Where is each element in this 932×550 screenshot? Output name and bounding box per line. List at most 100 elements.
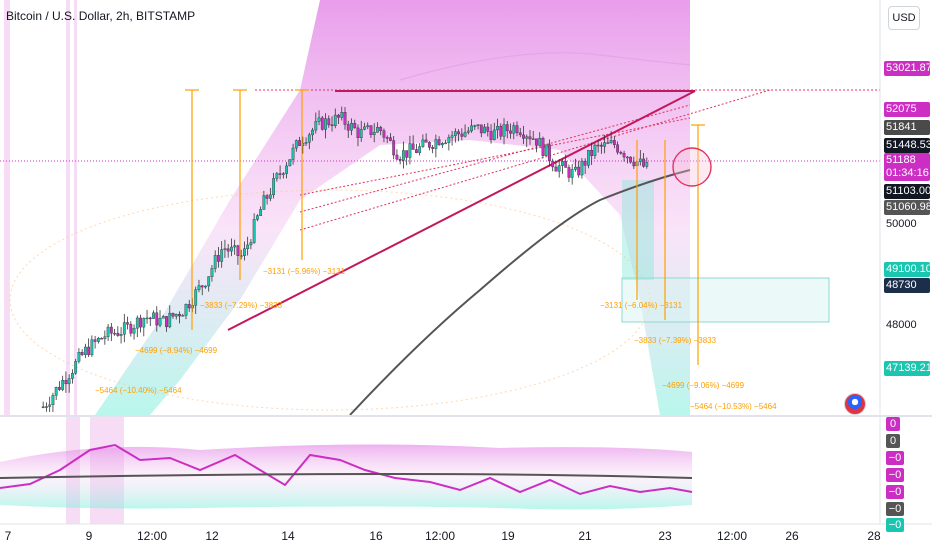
- annotation-label: −3833 (−7.29%) −3833: [200, 301, 283, 310]
- candle-body: [515, 125, 519, 133]
- oscillator-tag: −0: [886, 485, 904, 499]
- candle-body: [45, 406, 48, 408]
- session-stripe: [4, 0, 10, 415]
- annotation-label: −3833 (−7.39%) −3833: [634, 336, 717, 345]
- annotation-label: −5464 (−10.53%) −5464: [690, 402, 777, 411]
- candle-body: [554, 166, 558, 172]
- candle-body: [265, 195, 269, 199]
- candle-body: [499, 125, 503, 137]
- price-tag: 48000: [886, 319, 917, 331]
- candle-body: [638, 158, 642, 162]
- candle-body: [148, 317, 152, 320]
- session-stripe: [66, 0, 70, 415]
- candle-body: [220, 249, 224, 262]
- candle-body: [285, 165, 288, 174]
- candle-body: [41, 406, 45, 409]
- candle-body: [223, 248, 227, 250]
- candle-body: [574, 166, 577, 170]
- oscillator-tag: 0: [886, 434, 900, 448]
- us-flag-icon[interactable]: [844, 393, 866, 415]
- candle-body: [392, 140, 396, 156]
- channel-line: [299, 104, 691, 213]
- candle-body: [398, 159, 402, 161]
- price-tag: 48730: [884, 278, 930, 293]
- candle-body: [135, 317, 139, 329]
- candle-body: [369, 125, 373, 135]
- candle-body: [194, 289, 198, 306]
- candle-body: [346, 124, 350, 131]
- annotation-label: −4699 (−9.06%) −4699: [662, 381, 745, 390]
- candle-body: [155, 312, 159, 326]
- price-tag: 51448.53: [884, 138, 932, 153]
- date-label: 21: [578, 529, 592, 543]
- candle-body: [444, 142, 448, 145]
- date-label: 12: [205, 529, 219, 543]
- candle-body: [427, 142, 431, 148]
- date-label: 14: [281, 529, 295, 543]
- candle-body: [184, 304, 188, 316]
- candle-body: [122, 322, 126, 335]
- candlesticks: [41, 106, 649, 413]
- candle-body: [233, 245, 237, 248]
- candle-body: [505, 124, 509, 132]
- candle-body: [226, 248, 230, 252]
- candle-body: [330, 124, 334, 126]
- price-tag: 49100.10: [884, 262, 932, 277]
- candle-body: [100, 337, 104, 340]
- candle-body: [489, 131, 493, 140]
- candle-body: [561, 161, 564, 166]
- date-label: 7: [4, 529, 12, 543]
- candle-body: [564, 161, 568, 168]
- candle-body: [359, 129, 363, 138]
- candle-body: [525, 136, 529, 139]
- annotation-label: −5464 (−10.40%) −5464: [95, 386, 182, 395]
- candle-body: [629, 156, 632, 163]
- candle-body: [207, 276, 211, 287]
- candle-body: [340, 112, 344, 118]
- oscillator-tag: −0: [886, 502, 904, 516]
- oscillator-tag: −0: [886, 468, 904, 482]
- candle-body: [606, 142, 610, 144]
- candle-body: [139, 317, 142, 328]
- candle-body: [437, 139, 441, 146]
- oscillator-band: [0, 444, 692, 510]
- candle-body: [126, 322, 129, 325]
- candle-body: [535, 138, 538, 146]
- candle-body: [538, 138, 542, 146]
- candle-body: [548, 144, 551, 162]
- candle-body: [58, 387, 61, 390]
- candle-body: [262, 195, 266, 210]
- price-tag: 51188: [884, 153, 930, 168]
- candle-body: [288, 159, 292, 167]
- candle-body: [421, 139, 425, 147]
- candle-body: [48, 404, 52, 407]
- candle-body: [116, 332, 120, 336]
- currency-button[interactable]: USD: [888, 6, 920, 30]
- candle-body: [424, 139, 428, 143]
- candle-body: [268, 194, 272, 199]
- candle-body: [405, 150, 409, 158]
- date-label: 26: [785, 529, 799, 543]
- candle-body: [502, 124, 506, 137]
- date-label: 12:00: [136, 529, 168, 543]
- candle-body: [473, 125, 477, 127]
- projection-measurements: [185, 89, 705, 365]
- candle-body: [356, 127, 360, 138]
- candle-body: [142, 318, 146, 328]
- candle-body: [236, 245, 240, 257]
- candle-body: [609, 140, 613, 143]
- candle-body: [64, 380, 68, 385]
- candle-body: [113, 332, 116, 335]
- price-tag: 51060.98: [884, 200, 932, 215]
- candle-body: [479, 124, 483, 134]
- candle-body: [103, 336, 107, 339]
- candle-body: [178, 313, 181, 317]
- oscillator-tag: −0: [886, 518, 904, 532]
- candle-body: [372, 132, 376, 135]
- candle-body: [87, 346, 91, 355]
- candle-body: [168, 312, 172, 328]
- candle-body: [385, 137, 389, 139]
- candle-body: [350, 123, 353, 131]
- support-trendline: [227, 90, 696, 331]
